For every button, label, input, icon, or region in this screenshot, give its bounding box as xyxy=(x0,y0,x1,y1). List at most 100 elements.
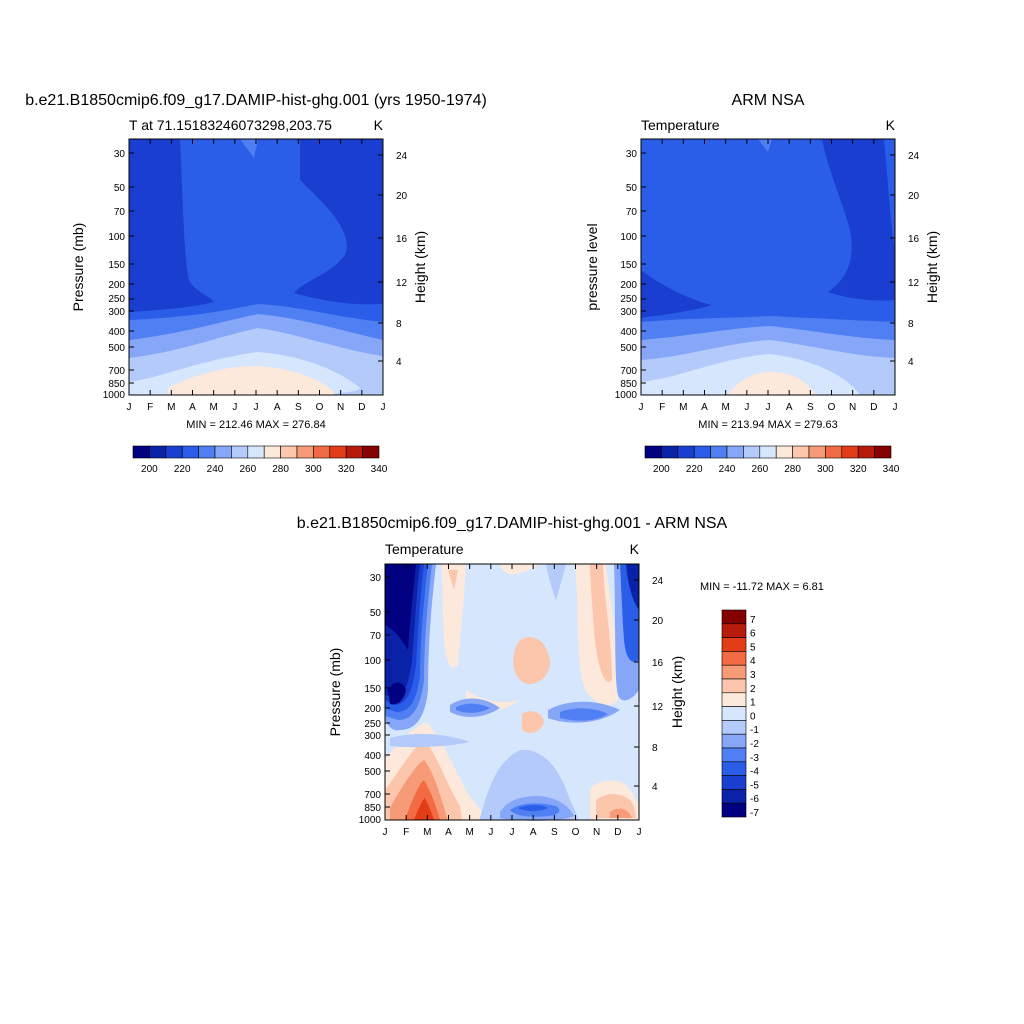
model-colorbar-box xyxy=(149,445,167,459)
obs-colorbar-label: 260 xyxy=(751,464,768,475)
diff-colorbar-box xyxy=(721,637,747,652)
panel-difference-left-string: Temperature xyxy=(385,541,464,557)
diff-colorbar-box xyxy=(721,733,747,749)
obs-ylabel: pressure level xyxy=(584,223,600,310)
obs-ytick-1000: 1000 xyxy=(615,390,638,401)
obs-colorbar-label: 300 xyxy=(817,464,834,475)
obs-y2tick-24: 24 xyxy=(908,151,920,162)
obs-colorbar-box xyxy=(644,445,662,459)
model-colorbar-box xyxy=(198,445,216,459)
obs-y2tick-4: 4 xyxy=(908,357,914,368)
diff-ytick-850: 850 xyxy=(364,803,381,814)
obs-xtick-label: M xyxy=(679,402,687,413)
diff-colorbar-label: -1 xyxy=(750,725,759,736)
diff-y2tick-20: 20 xyxy=(652,616,664,627)
diff-xtick-label: M xyxy=(465,827,473,838)
obs-ytick-700: 700 xyxy=(620,366,637,377)
model-ytick-1000: 1000 xyxy=(103,390,126,401)
diff-ytick-50: 50 xyxy=(370,608,382,619)
model-colorbar-label: 240 xyxy=(207,464,224,475)
obs-xtick-label: F xyxy=(659,402,665,413)
obs-ytick-200: 200 xyxy=(620,280,637,291)
diff-xtick-label: J xyxy=(510,827,515,838)
diff-colorbar-label: 7 xyxy=(750,615,756,626)
model-colorbar-box xyxy=(132,445,150,459)
model-ytick-300: 300 xyxy=(108,307,125,318)
diff-xtick-label: N xyxy=(593,827,600,838)
obs-colorbar-box xyxy=(726,445,744,459)
model-colorbar-box xyxy=(181,445,199,459)
model-xtick-label: M xyxy=(167,402,175,413)
obs-colorbar-label: 200 xyxy=(653,464,670,475)
model-xtick-label: F xyxy=(147,402,153,413)
model-colorbar-label: 340 xyxy=(371,464,388,475)
panel-obs: ARM NSA Temperature K xyxy=(584,92,940,475)
panel-model-right-string: K xyxy=(374,117,384,133)
obs-colorbar-box xyxy=(825,445,843,459)
diff-colorbar-box xyxy=(721,789,747,804)
model-ytick-400: 400 xyxy=(108,327,125,338)
model-colorbar-label: 300 xyxy=(305,464,322,475)
panel-difference-field xyxy=(384,563,640,821)
obs-colorbar-box xyxy=(857,445,875,459)
diff-ytick-250: 250 xyxy=(364,719,381,730)
model-xtick-label: D xyxy=(358,402,365,413)
model-xtick-label: J xyxy=(232,402,237,413)
model-y2tick-24: 24 xyxy=(396,151,408,162)
panel-model-left-string: T at 71.15183246073298,203.75 xyxy=(129,117,332,133)
obs-xtick-label: N xyxy=(849,402,856,413)
model-y2label: Height (km) xyxy=(412,231,428,303)
model-ylabel: Pressure (mb) xyxy=(70,223,86,312)
model-colorbar-label: 320 xyxy=(338,464,355,475)
diff-colorbar: 7 6 5 4 3 2 1 0 -1 -2 -3 -4 -5 -6 -7 xyxy=(721,609,759,819)
obs-xtick-label: A xyxy=(701,402,708,413)
panel-model-title: b.e21.B1850cmip6.f09_g17.DAMIP-hist-ghg.… xyxy=(25,92,487,109)
panel-obs-axes: 30 50 70 100 150 200 250 300 400 500 700… xyxy=(584,139,940,431)
model-colorbar-box xyxy=(165,445,183,459)
model-ytick-250: 250 xyxy=(108,294,125,305)
diff-colorbar-box xyxy=(721,664,747,680)
diff-colorbar-label: 4 xyxy=(750,656,756,667)
model-xtick-label: J xyxy=(381,402,386,413)
diff-colorbar-box xyxy=(721,775,747,790)
obs-y2label: Height (km) xyxy=(924,231,940,303)
model-colorbar-box xyxy=(263,445,281,459)
diff-xtick-label: F xyxy=(403,827,409,838)
diff-ytick-400: 400 xyxy=(364,751,381,762)
diff-colorbar-label: -2 xyxy=(750,739,759,750)
diff-xtick-label: A xyxy=(530,827,537,838)
diff-colorbar-label: 0 xyxy=(750,711,756,722)
obs-colorbar-box xyxy=(874,445,892,459)
diff-colorbar-label: -7 xyxy=(750,808,759,819)
obs-colorbar-box xyxy=(710,445,728,459)
panel-model: b.e21.B1850cmip6.f09_g17.DAMIP-hist-ghg.… xyxy=(25,92,487,475)
model-xtick-label: A xyxy=(274,402,281,413)
diff-y2tick-4: 4 xyxy=(652,782,658,793)
panel-model-field xyxy=(128,138,384,396)
obs-xtick-label: D xyxy=(870,402,877,413)
diff-ytick-700: 700 xyxy=(364,790,381,801)
model-ytick-150: 150 xyxy=(108,260,125,271)
diff-ylabel: Pressure (mb) xyxy=(327,648,343,737)
obs-xtick-label: S xyxy=(807,402,814,413)
diff-ytick-200: 200 xyxy=(364,704,381,715)
model-ytick-850: 850 xyxy=(108,379,125,390)
model-xtick-label: A xyxy=(189,402,196,413)
model-colorbar-box xyxy=(362,445,380,459)
diff-ytick-70: 70 xyxy=(370,631,382,642)
obs-ytick-50: 50 xyxy=(626,183,638,194)
obs-xtick-label: A xyxy=(786,402,793,413)
obs-xtick-label: J xyxy=(893,402,898,413)
diff-xtick-label: J xyxy=(383,827,388,838)
diff-y2tick-12: 12 xyxy=(652,702,664,713)
diff-xtick-label: O xyxy=(572,827,580,838)
obs-ytick-500: 500 xyxy=(620,343,637,354)
model-colorbar-label: 220 xyxy=(174,464,191,475)
obs-ytick-850: 850 xyxy=(620,379,637,390)
model-xtick-label: J xyxy=(254,402,259,413)
model-xtick-label: S xyxy=(295,402,302,413)
diff-y2tick-24: 24 xyxy=(652,576,664,587)
model-colorbar-label: 200 xyxy=(141,464,158,475)
diff-colorbar-box xyxy=(721,802,747,818)
